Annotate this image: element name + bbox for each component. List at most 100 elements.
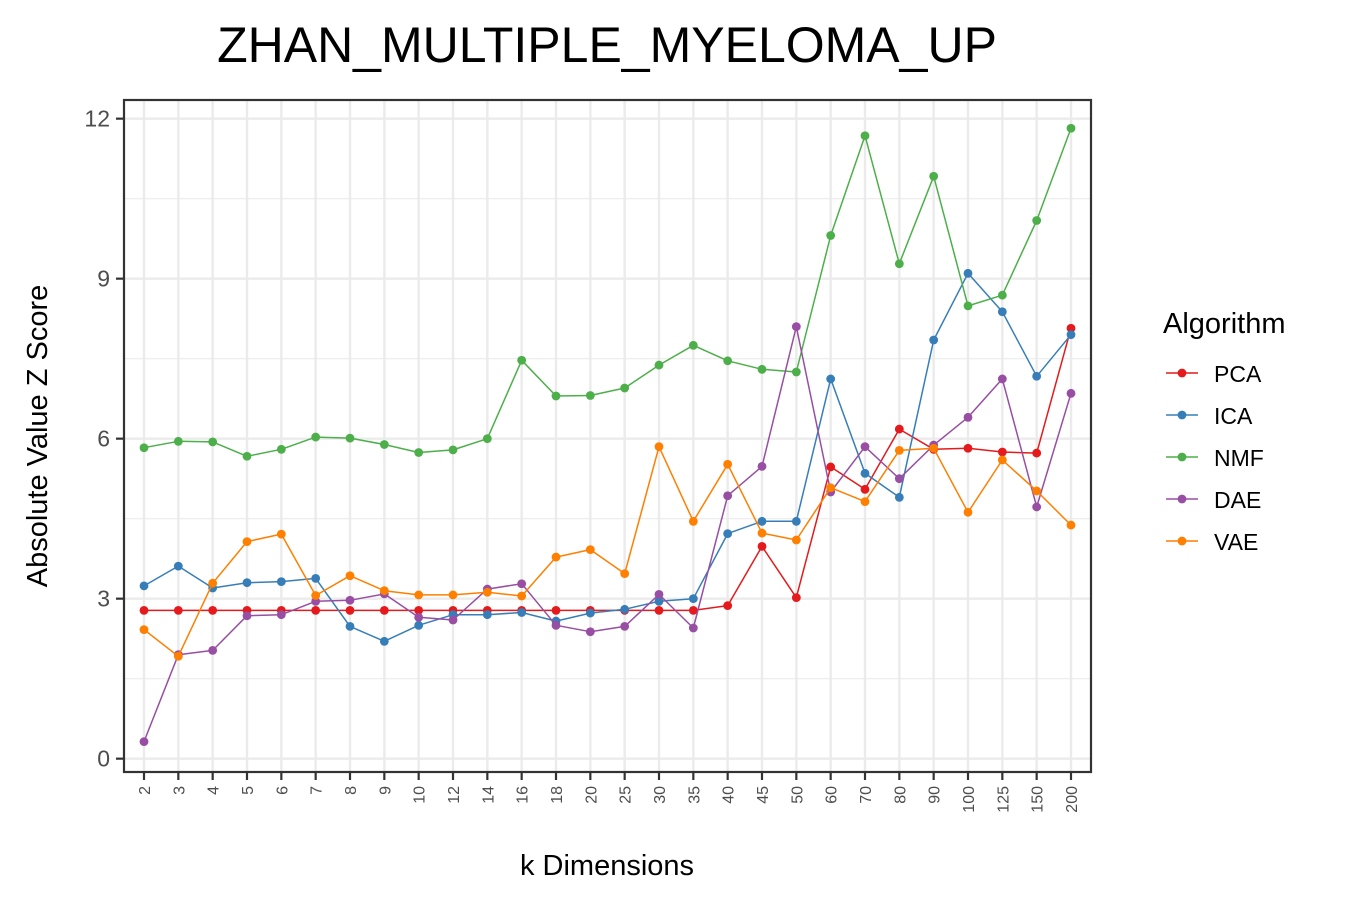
data-point-dae bbox=[208, 646, 218, 655]
x-tick-label: 90 bbox=[927, 786, 944, 804]
data-point-nmf bbox=[723, 356, 733, 366]
data-point-vae bbox=[517, 591, 527, 601]
data-point-dae bbox=[551, 620, 561, 630]
data-point-dae bbox=[997, 374, 1007, 384]
data-point-pca bbox=[723, 601, 733, 610]
x-tick-label: 6 bbox=[274, 786, 291, 795]
data-point-vae bbox=[791, 535, 801, 545]
x-tick-label: 10 bbox=[412, 786, 429, 804]
series-ica bbox=[139, 268, 1076, 646]
x-tick-label: 80 bbox=[892, 786, 909, 804]
data-point-ica bbox=[276, 577, 286, 586]
data-point-dae bbox=[414, 612, 424, 622]
x-tick-label: 12 bbox=[446, 786, 463, 804]
legend-item-dae: DAE bbox=[1166, 487, 1261, 513]
y-axis-title: Absolute Value Z Score bbox=[22, 285, 54, 588]
data-point-vae bbox=[345, 571, 355, 581]
data-point-pca bbox=[1032, 448, 1042, 458]
data-point-nmf bbox=[139, 443, 149, 453]
data-point-ica bbox=[963, 268, 973, 278]
data-point-dae bbox=[963, 412, 973, 422]
data-point-vae bbox=[311, 591, 321, 600]
x-tick-label: 50 bbox=[789, 786, 806, 804]
series-nmf bbox=[139, 123, 1076, 461]
legend-label-nmf: NMF bbox=[1214, 445, 1264, 471]
series-line-pca bbox=[144, 328, 1072, 612]
data-point-nmf bbox=[757, 364, 767, 374]
data-point-nmf bbox=[894, 259, 904, 269]
data-point-ica bbox=[654, 596, 664, 606]
data-point-vae bbox=[276, 529, 286, 539]
data-point-vae bbox=[860, 497, 870, 506]
legend-item-vae: VAE bbox=[1166, 529, 1258, 555]
x-tick-label: 70 bbox=[858, 786, 875, 804]
data-point-pca bbox=[414, 606, 424, 615]
data-point-dae bbox=[654, 590, 664, 599]
data-point-pca bbox=[997, 447, 1007, 457]
data-point-dae bbox=[757, 462, 767, 471]
series-layer bbox=[139, 123, 1076, 746]
data-point-ica bbox=[894, 492, 904, 502]
data-point-nmf bbox=[551, 391, 561, 401]
x-tick-label: 45 bbox=[755, 786, 772, 804]
data-point-ica bbox=[826, 374, 836, 384]
data-point-vae bbox=[826, 483, 836, 493]
plot-panel bbox=[122, 98, 1093, 774]
data-point-vae bbox=[654, 442, 664, 452]
legend-item-ica: ICA bbox=[1166, 403, 1253, 429]
legend-label-dae: DAE bbox=[1214, 487, 1261, 513]
series-line-dae bbox=[143, 325, 1072, 742]
data-point-ica bbox=[139, 581, 149, 591]
data-point-ica bbox=[791, 516, 801, 526]
data-point-nmf bbox=[208, 437, 218, 447]
x-tick-label: 9 bbox=[377, 786, 394, 795]
data-point-nmf bbox=[791, 367, 801, 377]
data-point-vae bbox=[929, 443, 939, 453]
data-point-ica bbox=[723, 529, 733, 538]
series-line-nmf bbox=[143, 128, 1072, 458]
x-tick-label: 14 bbox=[480, 786, 497, 804]
legend-items: PCA ICA NMF DAE VAE bbox=[1166, 361, 1264, 555]
x-tick-label: 3 bbox=[171, 786, 188, 795]
legend-key-point-ica bbox=[1177, 410, 1187, 420]
series-pca bbox=[139, 323, 1076, 615]
data-point-dae bbox=[723, 491, 733, 501]
data-point-pca bbox=[757, 542, 767, 551]
data-point-nmf bbox=[173, 436, 183, 446]
data-point-nmf bbox=[517, 355, 527, 365]
data-point-dae bbox=[242, 611, 252, 621]
data-point-nmf bbox=[997, 290, 1007, 300]
x-tick-label: 150 bbox=[1030, 786, 1047, 813]
data-point-nmf bbox=[379, 440, 389, 449]
legend-item-pca: PCA bbox=[1166, 361, 1262, 387]
data-point-dae bbox=[894, 474, 904, 484]
data-point-vae bbox=[242, 537, 252, 546]
x-tick-label: 18 bbox=[549, 786, 566, 804]
data-point-vae bbox=[1032, 486, 1042, 496]
series-vae bbox=[139, 442, 1076, 661]
data-point-vae bbox=[723, 459, 733, 469]
data-point-vae bbox=[1066, 520, 1076, 530]
data-point-nmf bbox=[654, 360, 664, 370]
data-point-nmf bbox=[242, 451, 252, 461]
data-point-nmf bbox=[482, 434, 492, 444]
data-point-vae bbox=[208, 578, 218, 588]
x-tick-label: 8 bbox=[343, 786, 360, 795]
data-point-nmf bbox=[963, 301, 973, 311]
data-point-nmf bbox=[826, 231, 836, 240]
data-point-nmf bbox=[1032, 216, 1042, 225]
y-axis: 0 3 6 9 12 bbox=[84, 106, 124, 772]
data-point-ica bbox=[757, 516, 767, 526]
data-point-dae bbox=[276, 610, 286, 620]
data-point-pca bbox=[688, 606, 698, 615]
legend-key-point-nmf bbox=[1177, 452, 1187, 462]
legend-item-nmf: NMF bbox=[1166, 445, 1264, 471]
data-point-ica bbox=[688, 594, 698, 604]
x-tick-label: 7 bbox=[309, 786, 326, 795]
legend-key-point-dae bbox=[1177, 494, 1187, 504]
data-point-nmf bbox=[688, 340, 698, 350]
legend-key-point-vae bbox=[1177, 536, 1187, 546]
data-point-pca bbox=[379, 606, 389, 615]
panel-background bbox=[124, 100, 1091, 772]
